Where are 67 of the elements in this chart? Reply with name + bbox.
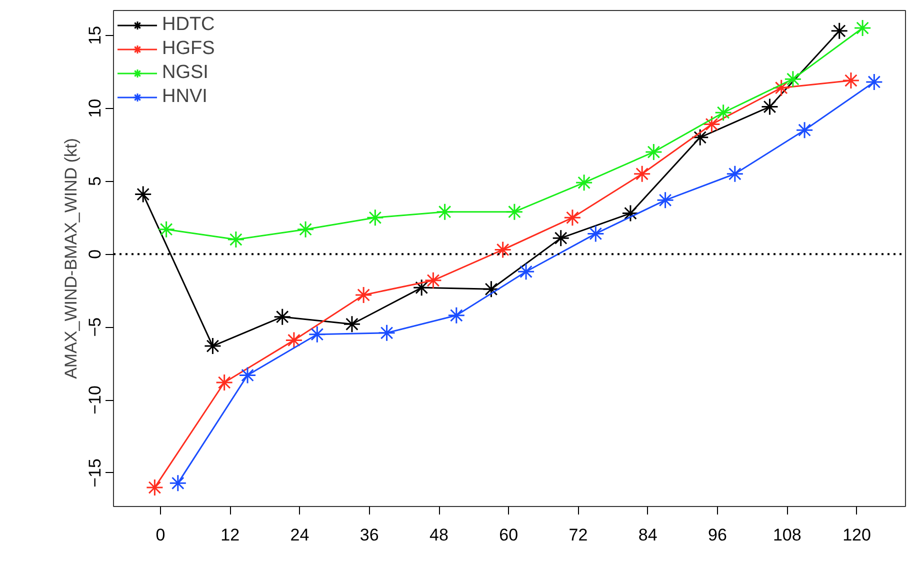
- x-tick-label: 72: [568, 526, 588, 544]
- point: [830, 22, 848, 40]
- point: [146, 478, 164, 496]
- point: [702, 116, 720, 134]
- point: [285, 331, 303, 349]
- point: [216, 374, 234, 392]
- legend-label: HNVI: [162, 86, 208, 108]
- point: [134, 186, 152, 204]
- x-tick-label: 36: [360, 526, 379, 544]
- point: [436, 203, 454, 221]
- point: [633, 165, 651, 183]
- point: [564, 208, 582, 226]
- x-tick-label: 84: [638, 526, 658, 544]
- x-tick-label: 12: [220, 526, 240, 544]
- point: [656, 191, 674, 209]
- point: [842, 72, 860, 90]
- point: [354, 286, 372, 304]
- point: [238, 366, 256, 384]
- y-axis-title: AMAX_WIND-BMAX_WIND (kt): [62, 138, 80, 379]
- point: [482, 280, 500, 298]
- point: [796, 121, 814, 139]
- point: [158, 220, 176, 238]
- legend-label: HGFS: [162, 38, 215, 60]
- y-tick-label: −5: [86, 317, 104, 337]
- y-tick-label: 15: [86, 26, 104, 45]
- point: [726, 165, 744, 183]
- point: [448, 306, 466, 324]
- point: [274, 308, 292, 326]
- point: [552, 229, 570, 247]
- point: [586, 224, 604, 242]
- y-tick-label: −15: [86, 458, 104, 488]
- point: [296, 220, 314, 238]
- x-tick-label: 48: [430, 526, 448, 544]
- y-tick-label: 10: [86, 98, 104, 118]
- point: [366, 208, 384, 226]
- point: [575, 174, 593, 192]
- point: [854, 19, 872, 37]
- point: [169, 474, 187, 492]
- point: [204, 337, 222, 355]
- point: [691, 128, 709, 146]
- legend-label: NGSI: [162, 62, 208, 84]
- x-tick-label: 24: [290, 526, 310, 544]
- point: [424, 272, 442, 290]
- x-tick-label: 96: [708, 526, 727, 544]
- y-tick-label: 0: [86, 249, 104, 259]
- point: [865, 73, 883, 91]
- point: [772, 79, 790, 97]
- point: [622, 204, 640, 222]
- y-tick-label: 5: [86, 176, 104, 186]
- point: [760, 98, 778, 116]
- point: [308, 326, 326, 344]
- point: [506, 203, 524, 221]
- y-tick-label: −10: [86, 386, 104, 414]
- point: [784, 70, 802, 88]
- x-tick-label: 0: [156, 526, 166, 544]
- point: [343, 315, 361, 333]
- x-tick-label: 60: [499, 526, 518, 544]
- point: [644, 143, 662, 161]
- point: [227, 230, 245, 248]
- legend-label: HDTC: [162, 14, 215, 36]
- x-tick-label: 120: [842, 526, 871, 544]
- point: [494, 240, 512, 258]
- x-tick-label: 108: [772, 526, 802, 544]
- point: [517, 262, 535, 280]
- point: [714, 104, 732, 122]
- point: [378, 324, 396, 342]
- point: [412, 278, 430, 296]
